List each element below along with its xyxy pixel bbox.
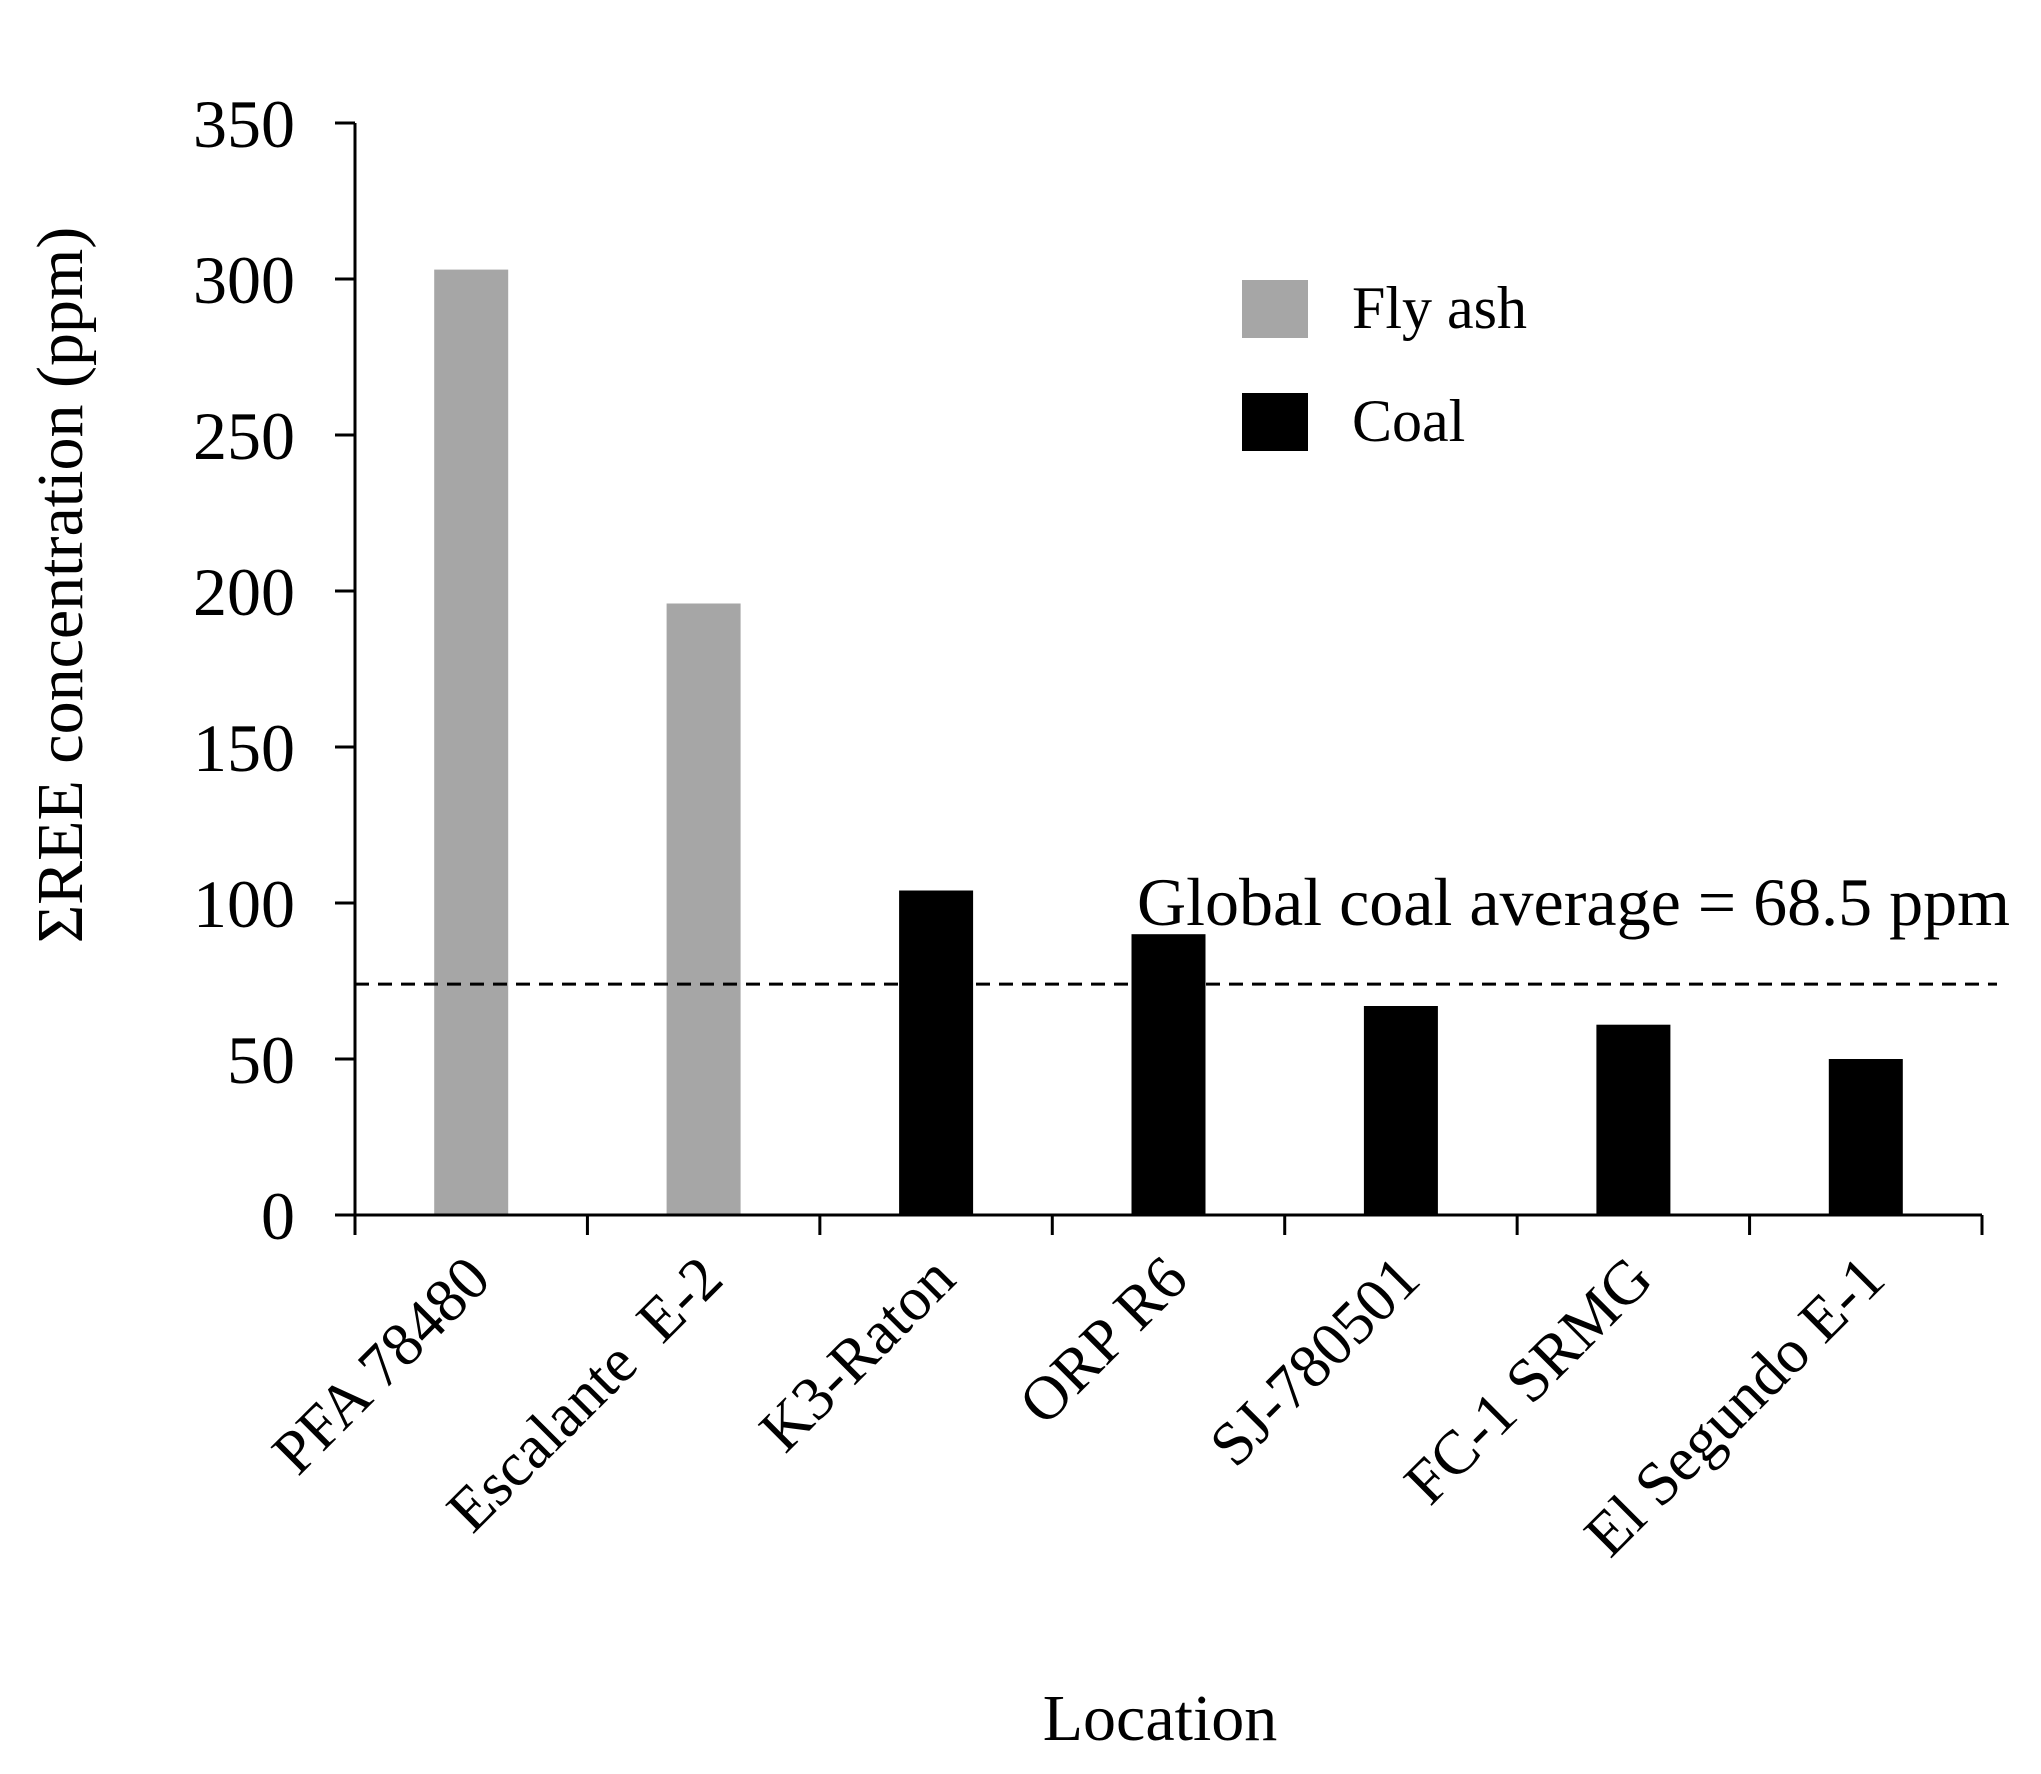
x-tick-label: K3-Raton bbox=[747, 1244, 968, 1465]
legend-swatch-coal bbox=[1242, 393, 1308, 451]
tick-labels-layer: 0 50 100 150 200 250 300 350 bbox=[193, 86, 295, 1254]
bars-layer bbox=[434, 269, 1903, 1216]
axes-layer bbox=[335, 121, 1984, 1235]
y-tick-label: 100 bbox=[193, 866, 295, 942]
y-tick-label: 200 bbox=[193, 554, 295, 630]
x-tick-label: ORP R6 bbox=[1007, 1244, 1201, 1438]
reference-line-layer: Global coal average = 68.5 ppm bbox=[355, 864, 2010, 986]
y-tick-label: 350 bbox=[193, 86, 295, 162]
y-tick-label: 300 bbox=[193, 242, 295, 318]
bar-fc-1-srmg bbox=[1596, 1024, 1671, 1215]
y-tick-label: 0 bbox=[261, 1178, 295, 1254]
legend: Fly ash Coal bbox=[1242, 275, 1527, 454]
x-tick-label: PFA 78480 bbox=[260, 1244, 503, 1487]
legend-label: Fly ash bbox=[1352, 275, 1527, 341]
y-tick-label: 50 bbox=[227, 1022, 295, 1098]
bar-orp-r6 bbox=[1131, 934, 1206, 1215]
y-tick-label: 150 bbox=[193, 710, 295, 786]
bar-el-segundo-e-1 bbox=[1828, 1059, 1903, 1215]
bar-pfa-78480 bbox=[434, 269, 509, 1216]
x-tick-label: SJ-780501 bbox=[1197, 1244, 1433, 1480]
legend-swatch-fly-ash bbox=[1242, 280, 1308, 338]
x-axis-title: Location bbox=[1043, 1682, 1278, 1755]
legend-label: Coal bbox=[1352, 388, 1465, 454]
bar-escalante-e-2 bbox=[666, 603, 741, 1215]
bar-sj-780501 bbox=[1363, 1006, 1438, 1215]
y-tick-label: 250 bbox=[193, 398, 295, 474]
bar-k3-raton bbox=[899, 890, 974, 1215]
y-axis-title: ΣREE concentration (ppm) bbox=[24, 227, 97, 944]
reference-line-label: Global coal average = 68.5 ppm bbox=[1137, 864, 2010, 940]
